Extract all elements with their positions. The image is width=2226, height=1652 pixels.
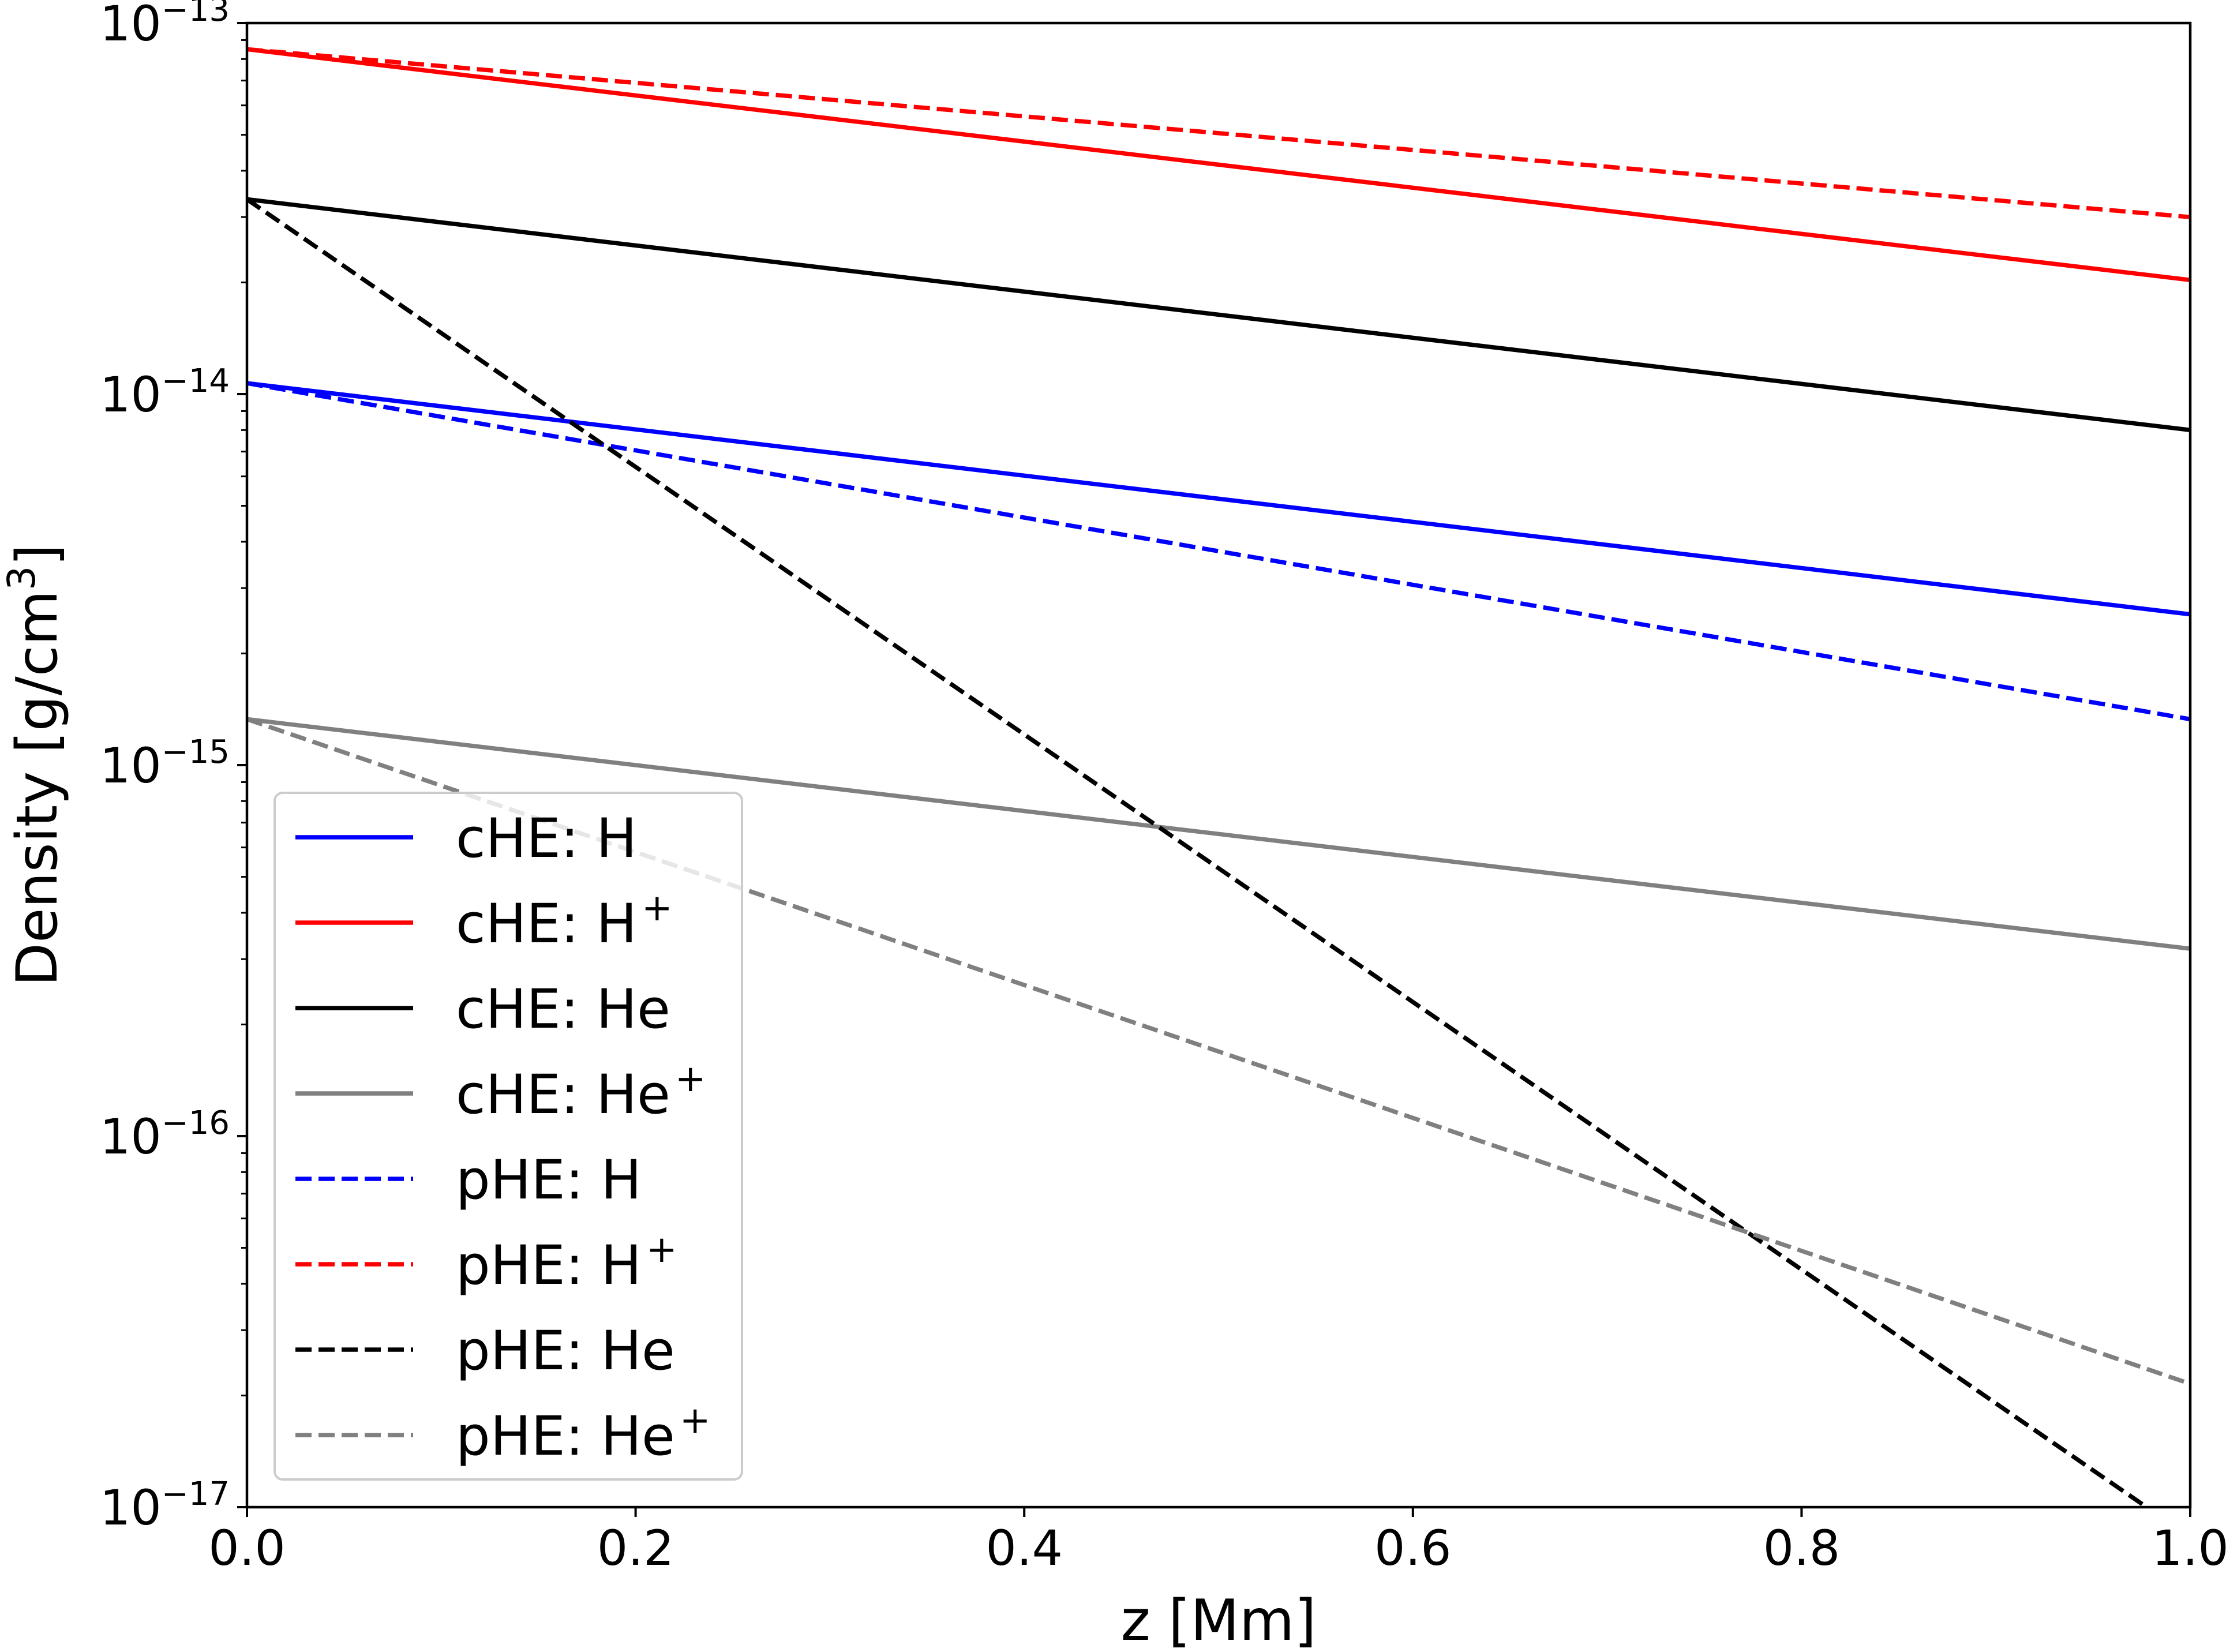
- legend-label: pHE: H +: [456, 1228, 677, 1297]
- legend-entry-6: pHE: H +: [295, 1228, 677, 1297]
- legend-label-main: cHE: He: [456, 978, 670, 1041]
- y-tick-label-3: 10−16: [100, 1104, 230, 1165]
- series-line-2: [247, 47, 2190, 283]
- x-tick-label-5: 1.0: [2152, 1520, 2226, 1576]
- legend-entry-8: pHE: He +: [295, 1399, 710, 1468]
- legend-label-main: cHE: H: [456, 807, 637, 870]
- legend-label-main: cHE: H: [456, 893, 637, 956]
- series-line-7: [247, 197, 2151, 1507]
- legend-label: pHE: He: [456, 1320, 675, 1383]
- x-tick-label-0: 0.0: [208, 1520, 286, 1576]
- tick-labels-layer: 0.0 0.2 0.4 0.6 0.8 1.010−1310−1410−1510−1610…: [100, 0, 2226, 1576]
- legend-entry-1: cHE: H: [295, 807, 637, 870]
- y-tick-exp-2: −15: [162, 733, 230, 771]
- x-axis-title: z [Mm]: [1121, 1588, 1316, 1652]
- legend-entry-2: cHE: H +: [295, 887, 673, 956]
- legend-label-sup: +: [680, 1399, 711, 1442]
- legend-label-sup: +: [675, 1058, 706, 1100]
- x-tick-label-1: 0.2: [597, 1520, 674, 1576]
- y-tick-label-1: 10−14: [100, 362, 230, 423]
- series-line-3: [247, 197, 2190, 433]
- y-tick-base-2: 10: [100, 737, 162, 794]
- legend-label-main: pHE: H: [456, 1234, 642, 1297]
- y-tick-exp-0: −13: [162, 0, 230, 29]
- legend-label: cHE: He: [456, 978, 670, 1041]
- legend-entry-5: pHE: H: [295, 1149, 642, 1212]
- y-tick-label-0: 10−13: [100, 0, 230, 52]
- y-tick-exp-1: −14: [162, 362, 230, 400]
- legend-label: pHE: He +: [456, 1399, 710, 1468]
- y-axis-title-close: ]: [5, 544, 70, 566]
- legend-entry-7: pHE: He: [295, 1320, 675, 1383]
- y-tick-base-0: 10: [100, 0, 162, 52]
- legend-label: cHE: H +: [456, 887, 673, 956]
- legend-label-sup: +: [646, 1228, 677, 1271]
- ticks-layer: [237, 22, 2191, 1517]
- x-tick-label-4: 0.8: [1763, 1520, 1841, 1576]
- y-tick-exp-4: −17: [162, 1475, 230, 1513]
- legend-box: [273, 792, 743, 1481]
- x-tick-label-3: 0.6: [1374, 1520, 1452, 1576]
- y-tick-base-3: 10: [100, 1108, 162, 1165]
- legend-label: cHE: He +: [456, 1058, 706, 1126]
- y-tick-label-2: 10−15: [100, 733, 230, 794]
- x-tick-label-2: 0.4: [985, 1520, 1063, 1576]
- legend-label: pHE: H: [456, 1149, 642, 1212]
- y-axis-title: Density [g/cm3]: [0, 544, 70, 987]
- legend-label: cHE: H: [456, 807, 637, 870]
- legend-label-main: pHE: He: [456, 1405, 675, 1468]
- y-tick-exp-3: −16: [162, 1104, 230, 1142]
- series-line-5: [247, 381, 2190, 722]
- series-line-4: [247, 717, 2190, 951]
- legend-label-sup: +: [642, 887, 673, 930]
- y-axis-title-main: Density [g/cm: [5, 590, 70, 987]
- series-line-1: [247, 381, 2190, 617]
- y-axis-title-sup: 3: [0, 566, 44, 590]
- legend-entry-4: cHE: He +: [295, 1058, 706, 1126]
- y-tick-base-1: 10: [100, 366, 162, 423]
- legend-label-main: cHE: He: [456, 1063, 670, 1126]
- series-layer: [247, 47, 2190, 1507]
- series-line-6: [247, 47, 2190, 219]
- legend-label-main: pHE: H: [456, 1149, 642, 1212]
- y-tick-base-4: 10: [100, 1479, 162, 1536]
- series-line-8: [247, 717, 2190, 1386]
- legend-entry-3: cHE: He: [295, 978, 670, 1041]
- y-tick-label-4: 10−17: [100, 1475, 230, 1536]
- legend-label-main: pHE: He: [456, 1320, 675, 1383]
